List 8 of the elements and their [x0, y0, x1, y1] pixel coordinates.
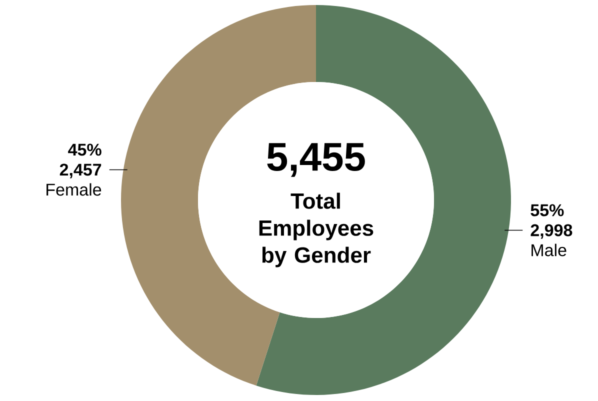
text: 5,455: [267, 143, 365, 177]
text: 45%: [68, 144, 102, 156]
data-label: 2,998: [530, 224, 572, 239]
slice-label: Male: [532, 244, 566, 256]
data-label: 2,457: [60, 164, 102, 178]
text: 55%: [530, 204, 564, 216]
slice-label: Female: [46, 183, 102, 196]
text: Total Employees by Gender: [259, 192, 374, 268]
